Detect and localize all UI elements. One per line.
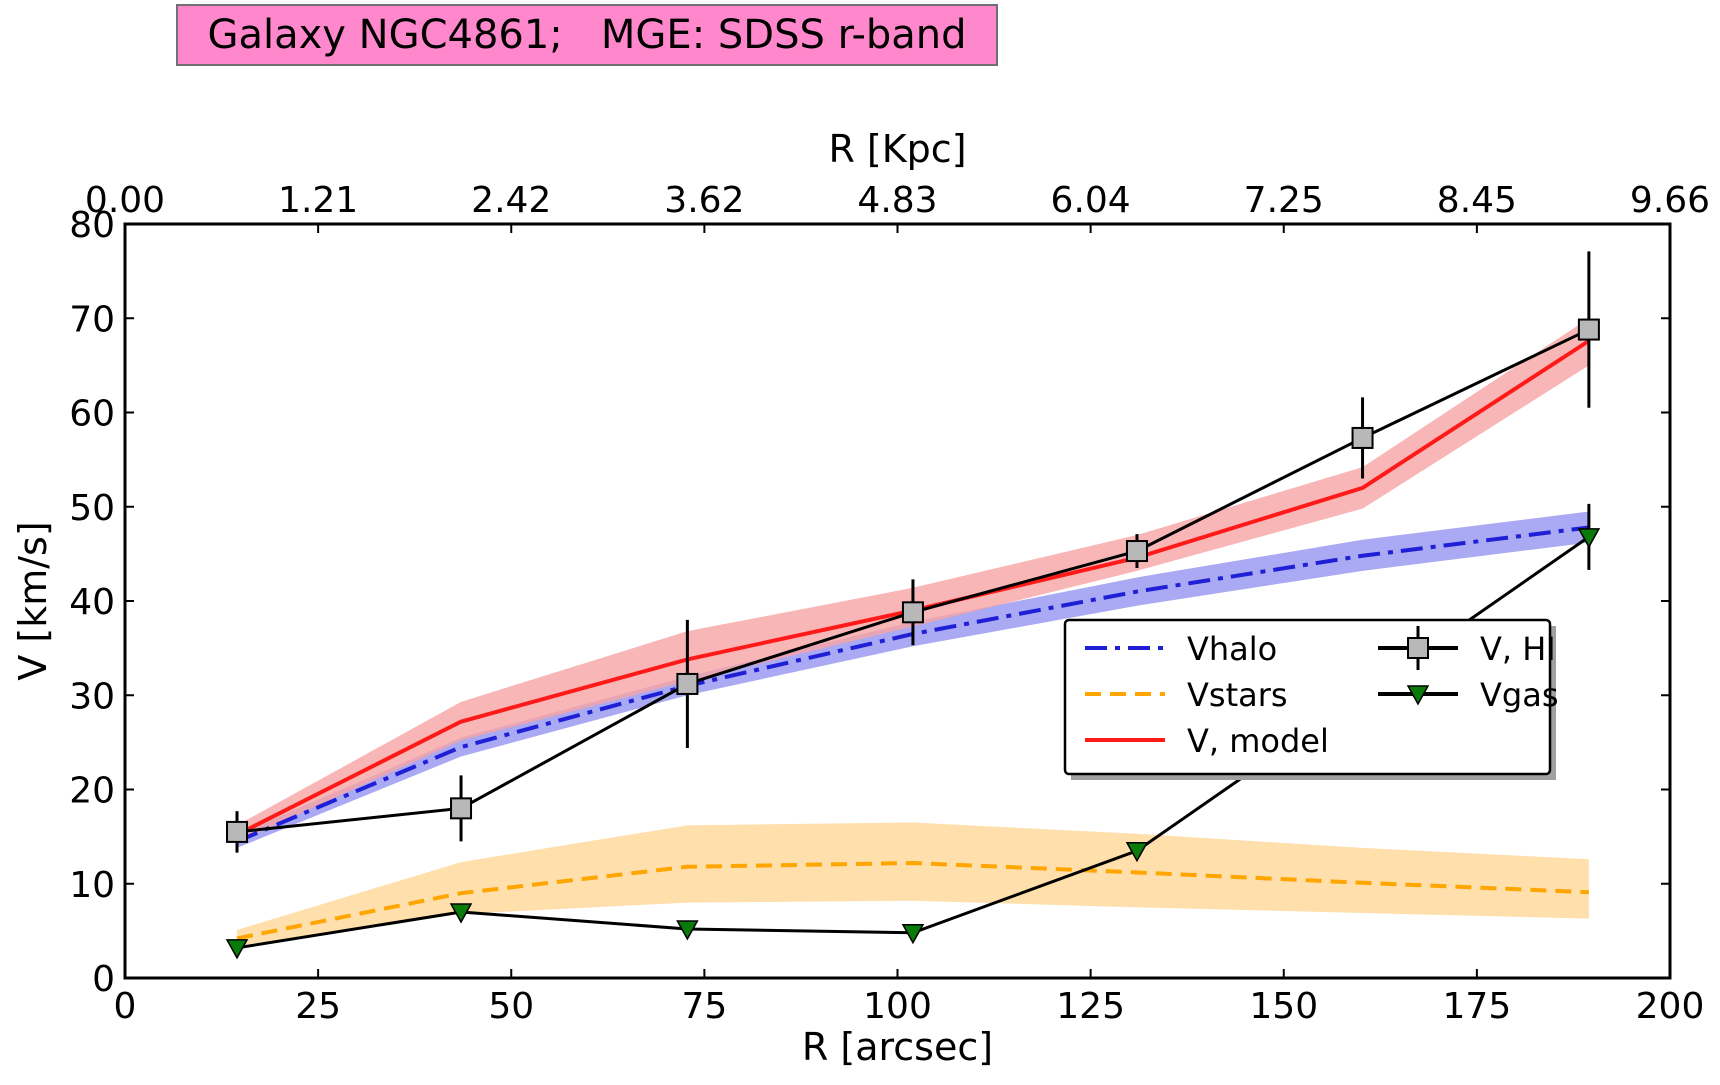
- top-x-tick-label: 0.00: [85, 180, 165, 221]
- top-x-tick-label: 1.21: [278, 180, 358, 221]
- y-tick-label: 40: [69, 582, 115, 623]
- x-tick-label: 125: [1056, 986, 1125, 1027]
- legend-vstars-label: Vstars: [1187, 676, 1288, 714]
- legend-vmodel-label: V, model: [1187, 722, 1329, 760]
- legend-vgas-marker: [1406, 685, 1430, 706]
- y-tick-label: 60: [69, 394, 115, 435]
- y-tick-label: 30: [69, 676, 115, 717]
- legend-items: Vhalo Vstars V, model V, HI Vgas: [1085, 626, 1558, 760]
- vhi-marker: [1577, 318, 1600, 341]
- legend-vhalo-label: Vhalo: [1187, 630, 1277, 668]
- vgas-marker: [901, 924, 925, 945]
- y-tick-label: 70: [69, 299, 115, 340]
- vstars-band: [237, 822, 1589, 946]
- x-tick-label: 25: [295, 986, 341, 1027]
- data-markers: [225, 318, 1601, 960]
- top-x-tick-label: 8.45: [1437, 180, 1517, 221]
- vhi-marker: [450, 797, 473, 820]
- y-tick-label: 50: [69, 488, 115, 529]
- legend-vhi-marker: [1407, 637, 1429, 659]
- x-tick-label: 100: [863, 986, 932, 1027]
- legend: Vhalo Vstars V, model V, HI Vgas: [1063, 618, 1558, 780]
- top-x-tick-label: 6.04: [1051, 180, 1131, 221]
- axis-tick-labels: 00.00251.21502.42753.621004.831256.04150…: [69, 180, 1710, 1027]
- vgas-line: [236, 535, 1590, 950]
- x-tick-label: 150: [1249, 986, 1318, 1027]
- vhi-marker: [226, 820, 249, 843]
- legend-vhi-label: V, HI: [1480, 630, 1556, 668]
- x-tick-label: 175: [1443, 986, 1512, 1027]
- vhi-marker: [1125, 540, 1148, 563]
- top-x-axis-label: R [Kpc]: [828, 127, 966, 171]
- top-x-tick-label: 7.25: [1244, 180, 1324, 221]
- y-tick-label: 20: [69, 771, 115, 812]
- x-tick-label: 0: [114, 986, 137, 1027]
- y-tick-label: 80: [69, 205, 115, 246]
- x-tick-label: 50: [488, 986, 534, 1027]
- vgas-marker: [449, 903, 473, 924]
- vgas-marker: [225, 939, 249, 960]
- x-tick-label: 200: [1636, 986, 1705, 1027]
- axis-ticks: [124, 223, 1671, 979]
- top-x-tick-label: 4.83: [857, 180, 937, 221]
- top-x-tick-label: 9.66: [1630, 180, 1710, 221]
- vgas-marker: [676, 920, 699, 941]
- vhi-marker: [901, 601, 924, 624]
- y-axis-label: V [km/s]: [11, 521, 55, 680]
- y-tick-label: 0: [92, 959, 115, 1000]
- legend-vgas-label: Vgas: [1480, 676, 1558, 714]
- y-tick-label: 10: [69, 865, 115, 906]
- vhi-marker: [676, 672, 699, 695]
- chart-title: Galaxy NGC4861; MGE: SDSS r-band: [176, 4, 998, 66]
- vgas-marker: [1577, 528, 1601, 549]
- x-axis-label: R [arcsec]: [802, 1025, 993, 1069]
- vhi-marker: [1351, 426, 1374, 449]
- top-x-tick-label: 3.62: [664, 180, 744, 221]
- top-x-tick-label: 2.42: [471, 180, 551, 221]
- vgas-marker: [1125, 842, 1149, 863]
- vstars-line: [236, 861, 1589, 941]
- x-tick-label: 75: [681, 986, 727, 1027]
